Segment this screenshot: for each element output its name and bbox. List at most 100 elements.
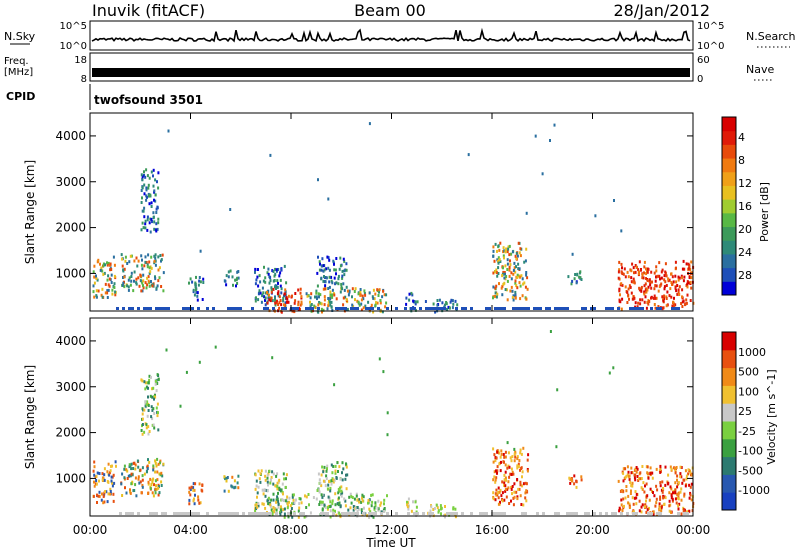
scatter-cell <box>275 498 278 502</box>
scatter-cell <box>103 500 106 504</box>
scatter-cell <box>320 502 323 506</box>
scatter-cell <box>624 476 627 479</box>
scatter-cell <box>365 307 368 310</box>
scatter-cell <box>675 289 678 293</box>
scatter-cell <box>109 489 112 493</box>
scatter-cell <box>147 253 150 257</box>
scatter-cell <box>202 277 205 281</box>
x-tick-label: 00:00 <box>73 523 108 537</box>
scatter-cell <box>511 289 514 293</box>
scatter-cell <box>275 287 277 290</box>
scatter-cell <box>371 500 374 504</box>
scatter-cell <box>264 298 266 302</box>
scatter-cell <box>282 299 285 303</box>
scatter-cell <box>130 271 133 275</box>
scatter-cell <box>410 307 413 310</box>
scatter-cell <box>519 275 522 279</box>
scatter-cell <box>231 475 234 479</box>
scatter-cell <box>498 248 501 252</box>
scatter-cell <box>640 285 643 289</box>
scatter-cell <box>632 512 635 515</box>
scatter-cell <box>264 474 267 478</box>
scatter-cell <box>137 307 140 310</box>
scatter-cell <box>329 515 332 519</box>
power-scatter-data <box>92 122 695 314</box>
scatter-cell <box>410 509 413 513</box>
scatter-cell <box>655 275 658 279</box>
scatter-cell <box>381 310 384 314</box>
scatter-cell <box>154 379 157 383</box>
scatter-cell <box>147 409 150 412</box>
scatter-cell <box>645 306 648 310</box>
scatter-cell <box>93 460 96 464</box>
scatter-cell <box>517 465 520 468</box>
scatter-cell <box>482 512 485 515</box>
scatter-cell <box>271 269 274 273</box>
scatter-cell <box>355 494 358 498</box>
scatter-cell <box>167 129 170 133</box>
scatter-cell <box>501 480 504 484</box>
scatter-cell <box>626 270 629 274</box>
scatter-cell <box>331 499 334 503</box>
scatter-cell <box>307 294 310 298</box>
scatter-cell <box>332 508 335 512</box>
scatter-cell <box>138 481 141 485</box>
power-x-axis <box>89 113 694 311</box>
noise-panel: N.Sky 10^5 10^0 10^5 10^0 N.Search <box>4 20 796 52</box>
scatter-cell <box>107 492 110 496</box>
scatter-cell <box>156 206 159 210</box>
scatter-cell <box>632 266 635 270</box>
scatter-cell <box>360 508 363 512</box>
scatter-cell <box>519 284 522 288</box>
scatter-cell <box>339 515 342 519</box>
scatter-cell <box>233 479 236 483</box>
scatter-cell <box>619 300 622 304</box>
scatter-cell <box>147 458 149 462</box>
scatter-cell <box>679 472 682 476</box>
scatter-cell <box>97 289 100 293</box>
scatter-cell <box>525 482 528 486</box>
scatter-cell <box>326 507 329 511</box>
scatter-cell <box>666 290 669 294</box>
scatter-cell <box>197 512 200 515</box>
velocity-colorbar-label: Velocity [m s^-1] <box>765 369 778 464</box>
scatter-cell <box>556 388 559 392</box>
scatter-cell <box>317 255 319 259</box>
scatter-cell <box>330 479 333 483</box>
scatter-cell <box>495 476 498 480</box>
scatter-cell <box>500 452 503 456</box>
scatter-cell <box>575 281 578 285</box>
scatter-cell <box>525 489 528 493</box>
scatter-cell <box>293 310 296 314</box>
scatter-cell <box>255 479 258 483</box>
scatter-cell <box>651 476 654 480</box>
scatter-cell <box>328 258 331 262</box>
scatter-cell <box>504 455 507 459</box>
colorbar-swatch <box>722 332 736 351</box>
scatter-cell <box>674 481 677 485</box>
scatter-cell <box>687 472 690 476</box>
scatter-cell <box>279 512 282 516</box>
scatter-cell <box>141 412 144 416</box>
scatter-cell <box>643 300 646 304</box>
scatter-cell <box>512 268 515 272</box>
scatter-cell <box>335 257 338 260</box>
scatter-cell <box>641 298 644 302</box>
scatter-cell <box>635 496 638 500</box>
scatter-cell <box>189 488 192 491</box>
scatter-cell <box>605 512 608 515</box>
scatter-cell <box>121 494 124 497</box>
x-axis-title: Time UT <box>365 536 416 550</box>
scatter-cell <box>329 500 332 504</box>
scatter-cell <box>267 293 270 297</box>
scatter-cell <box>497 502 500 506</box>
scatter-cell <box>157 378 160 382</box>
scatter-cell <box>185 307 188 310</box>
scatter-cell <box>404 307 407 310</box>
scatter-cell <box>658 285 661 289</box>
scatter-cell <box>636 305 639 309</box>
scatter-cell <box>678 276 681 280</box>
scatter-cell <box>251 307 254 310</box>
scatter-cell <box>485 512 488 515</box>
scatter-cell <box>520 466 523 470</box>
